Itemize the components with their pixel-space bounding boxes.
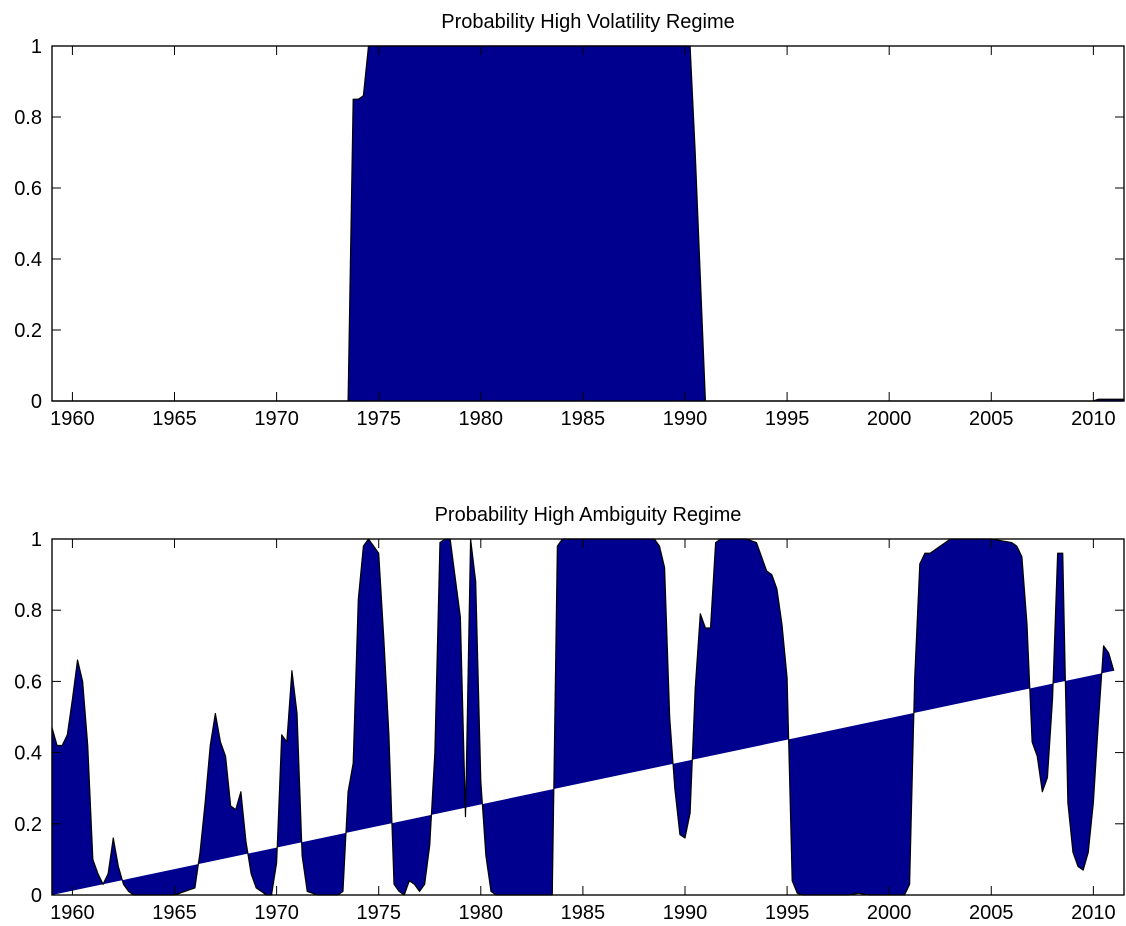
- ambiguity-x-tick-label: 1970: [254, 902, 299, 924]
- ambiguity-chart-title: Probability High Ambiguity Regime: [435, 504, 742, 526]
- volatility-y-tick-label: 1: [31, 36, 42, 58]
- ambiguity-x-tick-label: 2000: [867, 902, 912, 924]
- ambiguity-chart: 1960 1965 1970 1975 1980 1985 1990 1995 2000 2005…: [14, 504, 1125, 924]
- volatility-chart-frame: [51, 45, 1125, 402]
- ambiguity-y-tick-label: 0.6: [14, 671, 42, 693]
- volatility-x-tick-label: 1970: [254, 408, 299, 430]
- volatility-chart-title: Probability High Volatility Regime: [441, 11, 734, 33]
- volatility-x-tick-label: 1965: [152, 408, 197, 430]
- volatility-x-tick-label: 2010: [1071, 408, 1116, 430]
- ambiguity-x-tick-label: 1980: [459, 902, 504, 924]
- volatility-x-tick-label: 2005: [969, 408, 1014, 430]
- ambiguity-x-tick-label: 1960: [50, 902, 95, 924]
- ambiguity-y-tick-label: 0.2: [14, 814, 42, 836]
- ambiguity-x-tick-label: 1965: [152, 902, 197, 924]
- volatility-x-tick-label: 1990: [663, 408, 708, 430]
- ambiguity-x-tick-label: 1975: [356, 902, 401, 924]
- volatility-y-tick-label: 0.6: [14, 178, 42, 200]
- ambiguity-x-tick-label: 1990: [663, 902, 708, 924]
- volatility-x-tick-label: 1980: [459, 408, 504, 430]
- volatility-y-tick-label: 0.8: [14, 107, 42, 129]
- ambiguity-y-tick-label: 1: [31, 529, 42, 551]
- ambiguity-chart-frame: [51, 538, 1125, 896]
- ambiguity-x-tick-label: 1995: [765, 902, 810, 924]
- volatility-y-tick-label: 0: [31, 391, 42, 413]
- volatility-chart-ticks: 1960 1965 1970 1975 1980 1985 1990 1995 2000 2005…: [14, 36, 1124, 430]
- volatility-x-tick-label: 1960: [50, 408, 95, 430]
- ambiguity-x-tick-label: 2010: [1071, 902, 1116, 924]
- volatility-x-tick-label: 2000: [867, 408, 912, 430]
- volatility-x-tick-label: 1995: [765, 408, 810, 430]
- volatility-y-tick-label: 0.2: [14, 320, 42, 342]
- ambiguity-x-tick-label: 1985: [561, 902, 606, 924]
- ambiguity-y-tick-label: 0.8: [14, 600, 42, 622]
- volatility-chart: 1960 1965 1970 1975 1980 1985 1990 1995 2000 2005…: [14, 11, 1125, 430]
- ambiguity-y-tick-label: 0.4: [14, 743, 42, 765]
- volatility-x-tick-label: 1975: [356, 408, 401, 430]
- volatility-x-tick-label: 1985: [561, 408, 606, 430]
- ambiguity-x-tick-label: 2005: [969, 902, 1014, 924]
- ambiguity-y-tick-label: 0: [31, 885, 42, 907]
- ambiguity-chart-ticks: 1960 1965 1970 1975 1980 1985 1990 1995 2000 2005…: [14, 529, 1124, 924]
- volatility-y-tick-label: 0.4: [14, 249, 42, 271]
